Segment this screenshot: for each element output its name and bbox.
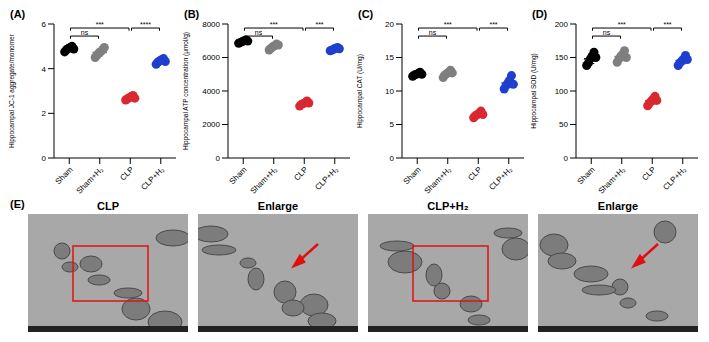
svg-text:Sham+H₂: Sham+H₂ [422,165,453,196]
svg-text:Sham: Sham [228,165,249,186]
svg-text:CLP+H₂: CLP+H₂ [313,165,340,192]
html-text:CLP+H₂: CLP+H₂ [427,200,469,212]
svg-text:CLP: CLP [640,165,657,182]
svg-text:ns: ns [255,29,263,36]
svg-text:100: 100 [555,87,569,96]
html-text:Enlarge: Enlarge [257,200,299,212]
svg-text:15: 15 [385,53,394,62]
svg-text:****: **** [140,21,151,28]
svg-text:CLP+H₂: CLP+H₂ [487,165,514,192]
html-text:(A): (A) [10,8,26,20]
svg-text:10: 10 [385,87,394,96]
html-text:CLP: CLP [97,200,119,212]
svg-text:CLP: CLP [466,165,483,182]
svg-text:50: 50 [559,120,568,129]
svg-text:8000: 8000 [202,20,220,29]
html-text:(B): (B) [184,8,200,20]
svg-text:CLP+H₂: CLP+H₂ [139,165,166,192]
svg-text:***: *** [96,21,104,28]
svg-text:CLP+H₂: CLP+H₂ [661,165,688,192]
svg-text:Hippocampal JC-1 aggregate/mon: Hippocampal JC-1 aggregate/monomer [8,33,16,148]
svg-text:4000: 4000 [202,87,220,96]
svg-text:5: 5 [390,120,395,129]
svg-text:***: *** [663,21,671,28]
svg-text:0: 0 [390,154,395,163]
svg-text:Sham+H₂: Sham+H₂ [596,165,627,196]
svg-text:Hippocampal SOD (U/mg): Hippocampal SOD (U/mg) [530,53,538,129]
svg-text:***: *** [315,21,323,28]
html-text:(D): (D) [532,8,548,20]
svg-text:2: 2 [42,109,47,118]
svg-text:Hippocampal ATP concentration: Hippocampal ATP concentration (μmol/g) [182,32,190,150]
svg-text:ns: ns [81,29,89,36]
svg-text:Sham: Sham [576,165,597,186]
html-text:(C): (C) [358,8,374,20]
svg-text:ns: ns [429,29,437,36]
svg-text:Hippocampal CAT (U/mg): Hippocampal CAT (U/mg) [356,54,364,128]
svg-text:***: *** [270,21,278,28]
html-text:Enlarge: Enlarge [597,200,639,212]
svg-text:0: 0 [42,154,47,163]
svg-text:200: 200 [555,20,569,29]
svg-text:2000: 2000 [202,120,220,129]
svg-text:6000: 6000 [202,53,220,62]
svg-text:ns: ns [603,29,611,36]
svg-text:0: 0 [564,154,569,163]
svg-text:0: 0 [216,154,221,163]
svg-text:Sham+H₂: Sham+H₂ [74,165,105,196]
svg-text:Sham+H₂: Sham+H₂ [248,165,279,196]
html-text:(E): (E) [10,198,25,210]
svg-text:Sham: Sham [54,165,75,186]
svg-text:***: *** [444,21,452,28]
svg-text:20: 20 [385,20,394,29]
svg-text:4: 4 [42,65,47,74]
svg-text:***: *** [489,21,497,28]
svg-text:***: *** [618,21,626,28]
svg-text:150: 150 [555,53,569,62]
svg-text:CLP: CLP [292,165,309,182]
svg-text:6: 6 [42,20,47,29]
svg-text:CLP: CLP [118,165,135,182]
svg-text:Sham: Sham [402,165,423,186]
